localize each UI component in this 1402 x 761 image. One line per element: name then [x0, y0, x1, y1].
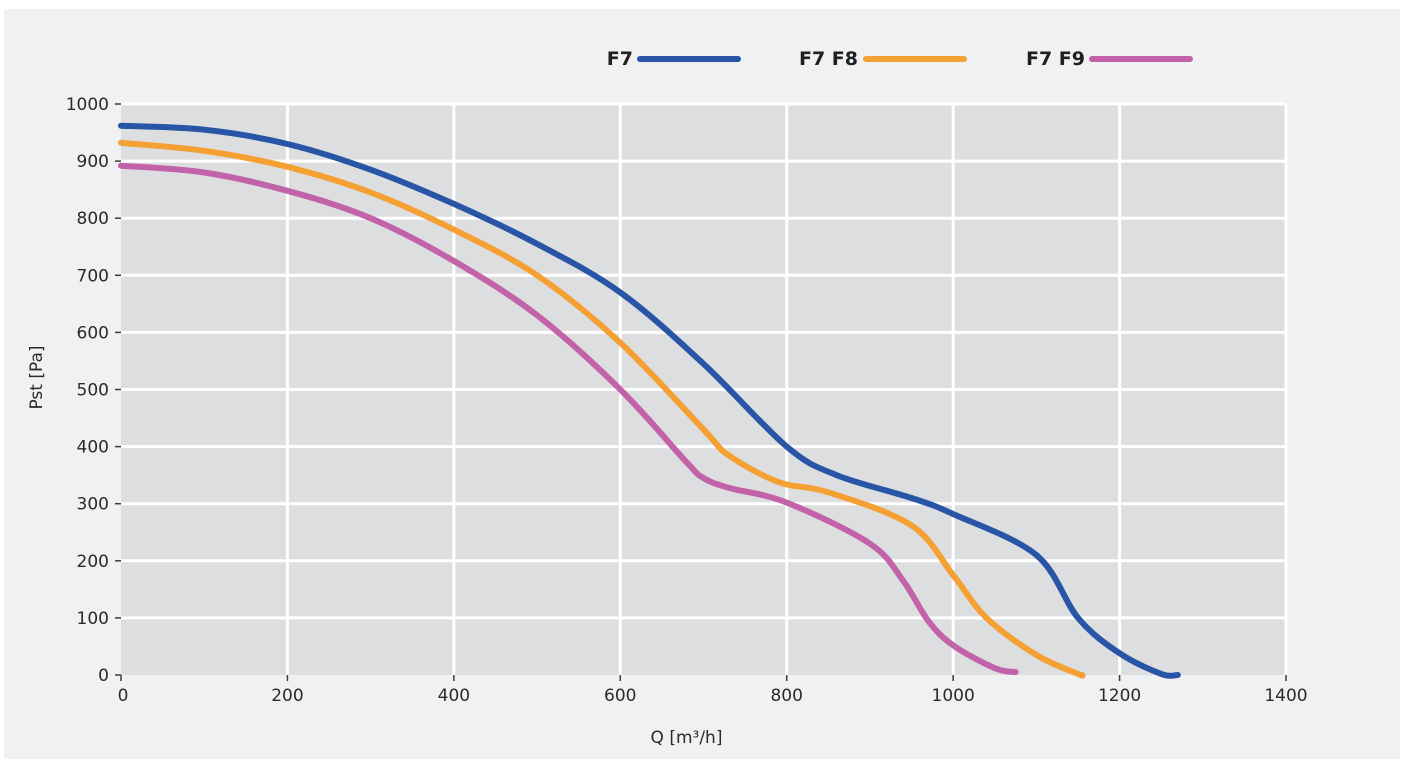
y-tick-label: 300 — [77, 495, 109, 515]
legend-label: F7 — [607, 48, 633, 70]
series-line-f7-f8 — [118, 139, 1086, 679]
y-tick-label: 800 — [77, 209, 109, 229]
x-tick-label: 1400 — [1264, 686, 1307, 706]
x-tick-label: 1000 — [932, 686, 975, 706]
y-tick-label: 700 — [77, 266, 109, 286]
x-tick-label: 600 — [604, 686, 636, 706]
y-tick-label: 1000 — [66, 95, 109, 115]
y-tick-label: 900 — [77, 152, 109, 172]
x-axis-title: Q [m³/h] — [651, 728, 723, 748]
legend: F7 F7 F8 F7 F9 — [607, 48, 1193, 70]
y-tick-label: 500 — [77, 381, 109, 401]
x-tick-label: 0 — [118, 686, 129, 706]
series-line-f7 — [118, 122, 1181, 679]
x-tick-label: 1200 — [1098, 686, 1141, 706]
y-tick-label: 200 — [77, 552, 109, 572]
series-lines — [118, 122, 1181, 679]
legend-label: F7 F9 — [1026, 48, 1085, 70]
chart-panel: 0 200 400 600 800 1000 1200 1400 0 100 200 300 400 50… — [4, 9, 1400, 759]
chart: 0 200 400 600 800 1000 1200 1400 0 100 200 300 400 50… — [27, 48, 1308, 748]
y-tick-label: 0 — [98, 666, 109, 686]
series-line-f7-f9 — [118, 162, 1019, 676]
grid — [121, 102, 1288, 675]
x-tick-label: 400 — [438, 686, 470, 706]
y-tick-label: 100 — [77, 609, 109, 629]
x-tick-label: 800 — [770, 686, 802, 706]
y-tick-label: 600 — [77, 323, 109, 343]
y-axis-title: Pst [Pa] — [27, 345, 47, 409]
y-tick-label: 400 — [77, 438, 109, 458]
legend-label: F7 F8 — [799, 48, 858, 70]
x-tick-label: 200 — [271, 686, 303, 706]
axes: 0 200 400 600 800 1000 1200 1400 0 100 200 300 400 50… — [66, 95, 1308, 706]
